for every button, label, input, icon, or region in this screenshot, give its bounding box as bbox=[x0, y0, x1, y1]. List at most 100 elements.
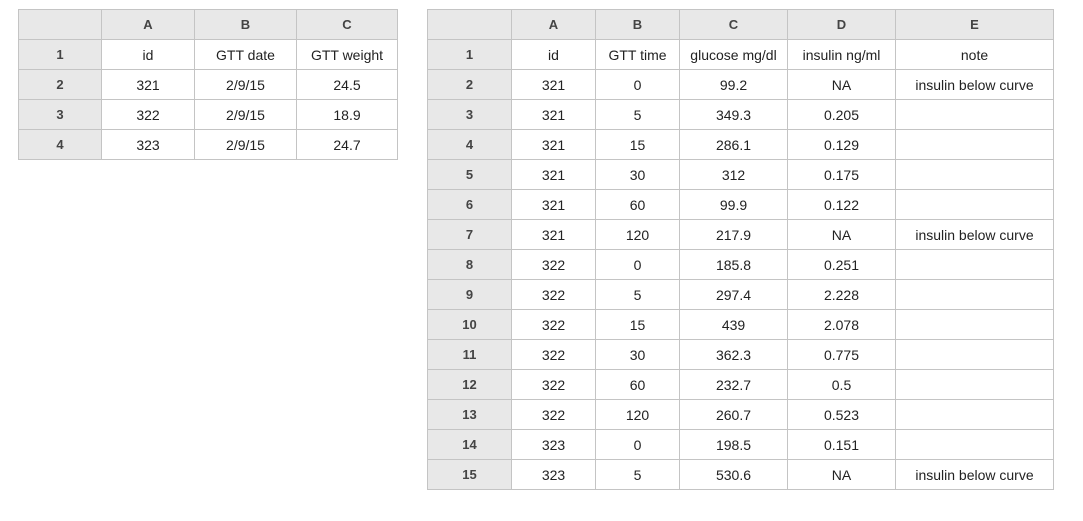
cell[interactable]: 349.3 bbox=[679, 99, 788, 130]
column-header-b[interactable]: B bbox=[194, 9, 297, 40]
cell[interactable]: 323 bbox=[511, 429, 596, 460]
row-header[interactable]: 8 bbox=[427, 249, 512, 280]
cell[interactable]: 321 bbox=[511, 99, 596, 130]
cell[interactable]: 2.228 bbox=[787, 279, 896, 310]
cell[interactable]: insulin ng/ml bbox=[787, 39, 896, 70]
cell[interactable]: 30 bbox=[595, 339, 680, 370]
cell[interactable]: 0.251 bbox=[787, 249, 896, 280]
cell[interactable]: 286.1 bbox=[679, 129, 788, 160]
cell[interactable]: insulin below curve bbox=[895, 459, 1054, 490]
cell[interactable]: 312 bbox=[679, 159, 788, 190]
column-header-a[interactable]: A bbox=[511, 9, 596, 40]
cell[interactable]: 260.7 bbox=[679, 399, 788, 430]
cell[interactable] bbox=[895, 159, 1054, 190]
cell[interactable] bbox=[895, 189, 1054, 220]
cell[interactable]: 321 bbox=[511, 189, 596, 220]
cell[interactable]: 322 bbox=[511, 339, 596, 370]
cell[interactable]: 362.3 bbox=[679, 339, 788, 370]
cell[interactable]: 0.151 bbox=[787, 429, 896, 460]
column-header-c[interactable]: C bbox=[296, 9, 398, 40]
cell[interactable]: 439 bbox=[679, 309, 788, 340]
cell[interactable]: 0.129 bbox=[787, 129, 896, 160]
cell[interactable]: 232.7 bbox=[679, 369, 788, 400]
row-header[interactable]: 7 bbox=[427, 219, 512, 250]
cell[interactable]: glucose mg/dl bbox=[679, 39, 788, 70]
cell[interactable]: 0.775 bbox=[787, 339, 896, 370]
cell[interactable]: 60 bbox=[595, 189, 680, 220]
cell[interactable]: 530.6 bbox=[679, 459, 788, 490]
cell[interactable]: GTT weight bbox=[296, 39, 398, 70]
cell[interactable]: 5 bbox=[595, 99, 680, 130]
column-header-d[interactable]: D bbox=[787, 9, 896, 40]
row-header[interactable]: 1 bbox=[427, 39, 512, 70]
row-header[interactable]: 4 bbox=[427, 129, 512, 160]
cell[interactable]: 2.078 bbox=[787, 309, 896, 340]
cell[interactable]: GTT date bbox=[194, 39, 297, 70]
row-header[interactable]: 11 bbox=[427, 339, 512, 370]
cell[interactable]: 297.4 bbox=[679, 279, 788, 310]
cell[interactable]: 322 bbox=[511, 309, 596, 340]
cell[interactable]: 0 bbox=[595, 249, 680, 280]
cell[interactable]: 2/9/15 bbox=[194, 129, 297, 160]
cell[interactable]: 0.175 bbox=[787, 159, 896, 190]
cell[interactable]: 217.9 bbox=[679, 219, 788, 250]
cell[interactable]: 0 bbox=[595, 429, 680, 460]
corner-cell[interactable] bbox=[427, 9, 512, 40]
cell[interactable]: 2/9/15 bbox=[194, 69, 297, 100]
cell[interactable]: 24.5 bbox=[296, 69, 398, 100]
cell[interactable]: 321 bbox=[511, 219, 596, 250]
row-header[interactable]: 2 bbox=[18, 69, 102, 100]
cell[interactable]: NA bbox=[787, 459, 896, 490]
cell[interactable]: id bbox=[101, 39, 195, 70]
cell[interactable]: 15 bbox=[595, 309, 680, 340]
row-header[interactable]: 14 bbox=[427, 429, 512, 460]
cell[interactable]: 99.9 bbox=[679, 189, 788, 220]
cell[interactable]: 322 bbox=[511, 399, 596, 430]
row-header[interactable]: 10 bbox=[427, 309, 512, 340]
row-header[interactable]: 13 bbox=[427, 399, 512, 430]
cell[interactable]: 322 bbox=[511, 279, 596, 310]
column-header-e[interactable]: E bbox=[895, 9, 1054, 40]
cell[interactable]: 2/9/15 bbox=[194, 99, 297, 130]
row-header[interactable]: 3 bbox=[427, 99, 512, 130]
cell[interactable] bbox=[895, 429, 1054, 460]
row-header[interactable]: 15 bbox=[427, 459, 512, 490]
cell[interactable]: 322 bbox=[101, 99, 195, 130]
cell[interactable]: 323 bbox=[511, 459, 596, 490]
cell[interactable]: 5 bbox=[595, 459, 680, 490]
column-header-c[interactable]: C bbox=[679, 9, 788, 40]
cell[interactable] bbox=[895, 99, 1054, 130]
cell[interactable]: 60 bbox=[595, 369, 680, 400]
cell[interactable]: 0.205 bbox=[787, 99, 896, 130]
cell[interactable]: 321 bbox=[511, 69, 596, 100]
cell[interactable]: 0 bbox=[595, 69, 680, 100]
row-header[interactable]: 1 bbox=[18, 39, 102, 70]
column-header-a[interactable]: A bbox=[101, 9, 195, 40]
cell[interactable]: 15 bbox=[595, 129, 680, 160]
cell[interactable]: id bbox=[511, 39, 596, 70]
cell[interactable]: insulin below curve bbox=[895, 69, 1054, 100]
cell[interactable]: 322 bbox=[511, 369, 596, 400]
cell[interactable] bbox=[895, 309, 1054, 340]
cell[interactable] bbox=[895, 399, 1054, 430]
row-header[interactable]: 2 bbox=[427, 69, 512, 100]
cell[interactable]: NA bbox=[787, 219, 896, 250]
cell[interactable]: 0.523 bbox=[787, 399, 896, 430]
cell[interactable]: 120 bbox=[595, 399, 680, 430]
cell[interactable]: 321 bbox=[101, 69, 195, 100]
cell[interactable] bbox=[895, 279, 1054, 310]
row-header[interactable]: 9 bbox=[427, 279, 512, 310]
cell[interactable]: 323 bbox=[101, 129, 195, 160]
row-header[interactable]: 5 bbox=[427, 159, 512, 190]
cell[interactable]: 321 bbox=[511, 129, 596, 160]
cell[interactable]: 24.7 bbox=[296, 129, 398, 160]
cell[interactable]: 322 bbox=[511, 249, 596, 280]
cell[interactable]: NA bbox=[787, 69, 896, 100]
row-header[interactable]: 4 bbox=[18, 129, 102, 160]
cell[interactable] bbox=[895, 249, 1054, 280]
cell[interactable]: 18.9 bbox=[296, 99, 398, 130]
cell[interactable]: 120 bbox=[595, 219, 680, 250]
cell[interactable]: 99.2 bbox=[679, 69, 788, 100]
cell[interactable]: 0.5 bbox=[787, 369, 896, 400]
cell[interactable]: insulin below curve bbox=[895, 219, 1054, 250]
